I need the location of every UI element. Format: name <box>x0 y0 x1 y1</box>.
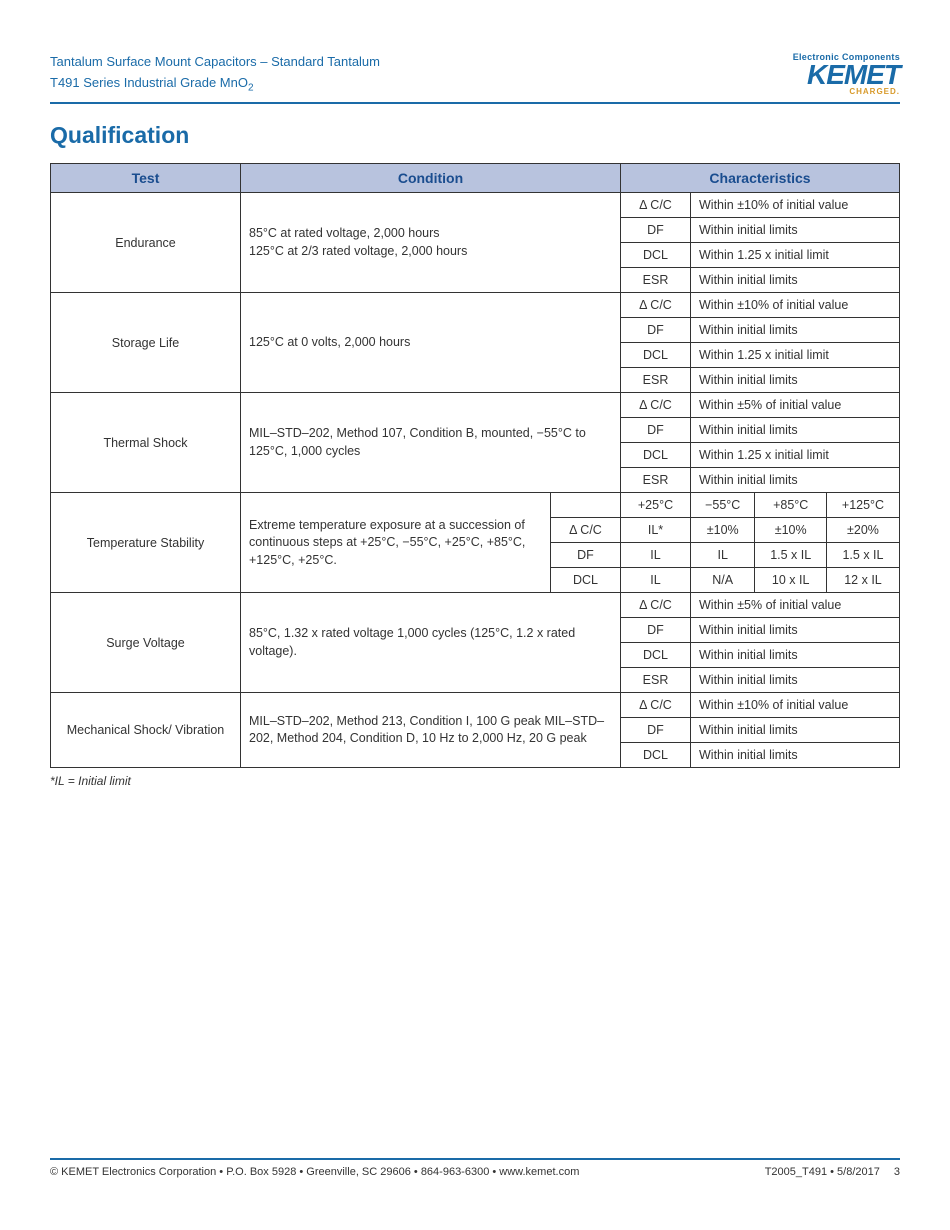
characteristic-cell: Within ±10% of initial value <box>691 193 900 218</box>
logo-name: KEMET <box>793 62 900 87</box>
test-cell: Temperature Stability <box>51 493 241 593</box>
value-cell: 1.5 x IL <box>755 543 827 568</box>
characteristic-cell: Within initial limits <box>691 668 900 693</box>
footer-page: 3 <box>894 1166 900 1178</box>
param-cell: ESR <box>621 468 691 493</box>
table-row: Temperature StabilityExtreme temperature… <box>51 493 900 518</box>
param-cell: DCL <box>621 443 691 468</box>
param-cell: Δ C/C <box>621 293 691 318</box>
page-header: Tantalum Surface Mount Capacitors – Stan… <box>50 52 900 104</box>
param-cell: DF <box>621 418 691 443</box>
test-cell: Thermal Shock <box>51 393 241 493</box>
value-cell: IL <box>621 543 691 568</box>
characteristic-cell: Within ±10% of initial value <box>691 693 900 718</box>
condition-cell: 125°C at 0 volts, 2,000 hours <box>241 293 621 393</box>
param-cell: Δ C/C <box>621 193 691 218</box>
characteristic-cell: Within initial limits <box>691 218 900 243</box>
col-condition: Condition <box>241 164 621 193</box>
characteristic-cell: Within initial limits <box>691 743 900 768</box>
value-cell: 10 x IL <box>755 568 827 593</box>
param-cell: DCL <box>621 643 691 668</box>
table-row: Thermal ShockMIL–STD–202, Method 107, Co… <box>51 393 900 418</box>
table-row: Storage Life125°C at 0 volts, 2,000 hour… <box>51 293 900 318</box>
test-cell: Surge Voltage <box>51 593 241 693</box>
param-cell: DCL <box>621 343 691 368</box>
characteristic-cell: Within ±5% of initial value <box>691 393 900 418</box>
temp-header-cell: +25°C <box>621 493 691 518</box>
test-cell: Mechanical Shock/ Vibration <box>51 693 241 768</box>
value-cell: ±20% <box>826 518 899 543</box>
value-cell: ±10% <box>755 518 827 543</box>
table-header-row: Test Condition Characteristics <box>51 164 900 193</box>
characteristic-cell: Within initial limits <box>691 468 900 493</box>
table-row: Surge Voltage85°C, 1.32 x rated voltage … <box>51 593 900 618</box>
table-row: Mechanical Shock/ VibrationMIL–STD–202, … <box>51 693 900 718</box>
page-footer: © KEMET Electronics Corporation • P.O. B… <box>50 1158 900 1178</box>
test-cell: Storage Life <box>51 293 241 393</box>
value-cell: IL* <box>621 518 691 543</box>
param-cell: Δ C/C <box>551 518 621 543</box>
param-cell: Δ C/C <box>621 593 691 618</box>
characteristic-cell: Within initial limits <box>691 268 900 293</box>
characteristic-cell: Within initial limits <box>691 418 900 443</box>
value-cell: IL <box>621 568 691 593</box>
value-cell: ±10% <box>691 518 755 543</box>
header-line2: T491 Series Industrial Grade MnO2 <box>50 73 380 97</box>
characteristic-cell: Within ±5% of initial value <box>691 593 900 618</box>
param-cell: DF <box>621 318 691 343</box>
characteristic-cell: Within ±10% of initial value <box>691 293 900 318</box>
param-cell: DCL <box>621 743 691 768</box>
value-cell: N/A <box>691 568 755 593</box>
param-cell: DCL <box>621 243 691 268</box>
footnote: *IL = Initial limit <box>50 774 900 788</box>
condition-cell: Extreme temperature exposure at a succes… <box>241 493 551 593</box>
condition-cell: 85°C at rated voltage, 2,000 hours125°C … <box>241 193 621 293</box>
condition-cell: MIL–STD–202, Method 213, Condition I, 10… <box>241 693 621 768</box>
condition-cell: MIL–STD–202, Method 107, Condition B, mo… <box>241 393 621 493</box>
table-row: Endurance85°C at rated voltage, 2,000 ho… <box>51 193 900 218</box>
condition-cell: 85°C, 1.32 x rated voltage 1,000 cycles … <box>241 593 621 693</box>
value-cell: 1.5 x IL <box>826 543 899 568</box>
param-cell: Δ C/C <box>621 393 691 418</box>
col-characteristics: Characteristics <box>621 164 900 193</box>
value-cell: IL <box>691 543 755 568</box>
characteristic-cell: Within initial limits <box>691 368 900 393</box>
temp-header-cell: +125°C <box>826 493 899 518</box>
footer-left: © KEMET Electronics Corporation • P.O. B… <box>50 1166 579 1178</box>
value-cell: 12 x IL <box>826 568 899 593</box>
param-cell: Δ C/C <box>621 693 691 718</box>
param-cell: ESR <box>621 368 691 393</box>
header-line1: Tantalum Surface Mount Capacitors – Stan… <box>50 52 380 73</box>
qualification-table: Test Condition Characteristics Endurance… <box>50 163 900 768</box>
param-cell: ESR <box>621 268 691 293</box>
param-cell: DF <box>621 718 691 743</box>
temp-header-cell: −55°C <box>691 493 755 518</box>
characteristic-cell: Within 1.25 x initial limit <box>691 343 900 368</box>
characteristic-cell: Within initial limits <box>691 718 900 743</box>
temp-header-cell: +85°C <box>755 493 827 518</box>
col-test: Test <box>51 164 241 193</box>
characteristic-cell: Within initial limits <box>691 318 900 343</box>
characteristic-cell: Within initial limits <box>691 618 900 643</box>
param-cell: ESR <box>621 668 691 693</box>
characteristic-cell: Within initial limits <box>691 643 900 668</box>
footer-doc: T2005_T491 • 5/8/2017 <box>765 1166 880 1178</box>
param-cell: DCL <box>551 568 621 593</box>
header-title-block: Tantalum Surface Mount Capacitors – Stan… <box>50 52 380 96</box>
section-title: Qualification <box>50 122 900 149</box>
param-cell: DF <box>621 618 691 643</box>
characteristic-cell: Within 1.25 x initial limit <box>691 243 900 268</box>
test-cell: Endurance <box>51 193 241 293</box>
param-cell: DF <box>551 543 621 568</box>
characteristic-cell: Within 1.25 x initial limit <box>691 443 900 468</box>
temp-header-cell <box>551 493 621 518</box>
param-cell: DF <box>621 218 691 243</box>
brand-logo: Electronic Components KEMET CHARGED. <box>793 52 900 96</box>
